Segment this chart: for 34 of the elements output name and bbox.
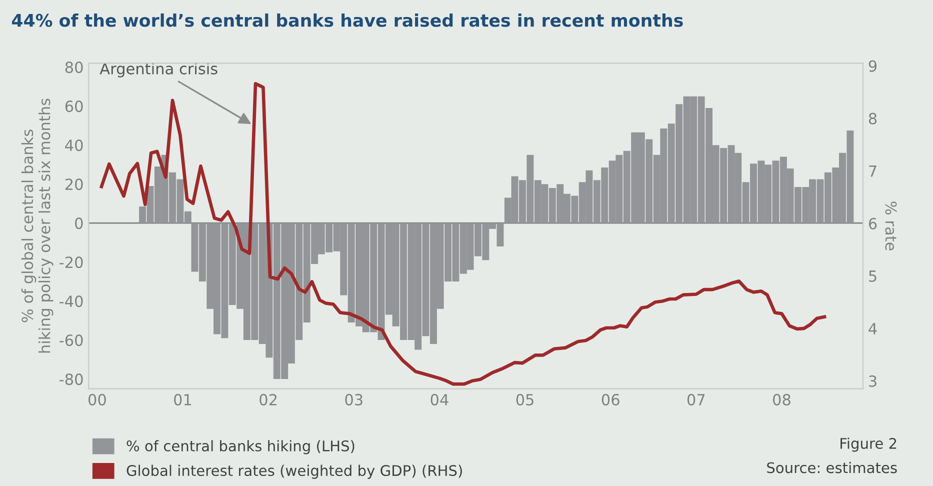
y-tick-label: 40 bbox=[65, 140, 83, 152]
y-tick-label: -60 bbox=[60, 334, 83, 346]
y2-tick-label: 6 bbox=[868, 218, 877, 230]
y-tick-label: -80 bbox=[60, 374, 83, 386]
y2-axis-title: % rate bbox=[885, 202, 897, 250]
y2-tick-label: 5 bbox=[869, 270, 876, 282]
x-tick-label: 08 bbox=[773, 394, 790, 406]
x-tick-label: 06 bbox=[602, 394, 620, 406]
y2-tick-label: 9 bbox=[868, 60, 877, 72]
chart-title: 44% of the world’s central banks have raised rates in recent months bbox=[12, 13, 683, 27]
source-note: Source: estimates bbox=[767, 462, 897, 474]
y-tick-label: 60 bbox=[65, 100, 83, 112]
x-tick-label: 00 bbox=[88, 394, 106, 406]
legend-label: Global interest rates (weighted by GDP) (RHS) bbox=[126, 464, 462, 479]
x-tick-label: 05 bbox=[516, 394, 534, 406]
x-tick-label: 02 bbox=[260, 394, 277, 406]
y-tick-label: -40 bbox=[60, 296, 83, 308]
line-series bbox=[100, 82, 826, 386]
y2-tick-label: 8 bbox=[868, 112, 877, 124]
annotation: Argentina crisis bbox=[100, 62, 218, 78]
y-tick-label: 0 bbox=[75, 218, 83, 230]
x-tick-label: 03 bbox=[345, 394, 362, 406]
y-tick-label: 80 bbox=[65, 62, 83, 74]
x-tick-label: 07 bbox=[687, 394, 705, 406]
legend-label: % of central banks hiking (LHS) bbox=[126, 440, 354, 454]
y-tick-label: 20 bbox=[65, 178, 83, 190]
y-axis-title: % of global central banks hiking policy over last six months bbox=[21, 98, 54, 353]
y2-tick-label: 7 bbox=[869, 166, 876, 177]
caption: Figure 2 bbox=[840, 438, 896, 452]
y-tick-label: -20 bbox=[60, 256, 83, 268]
x-tick-label: 01 bbox=[174, 394, 192, 406]
x-tick-label: 04 bbox=[430, 394, 448, 406]
y2-tick-label: 4 bbox=[868, 323, 877, 334]
y2-tick-label: 3 bbox=[869, 375, 876, 387]
